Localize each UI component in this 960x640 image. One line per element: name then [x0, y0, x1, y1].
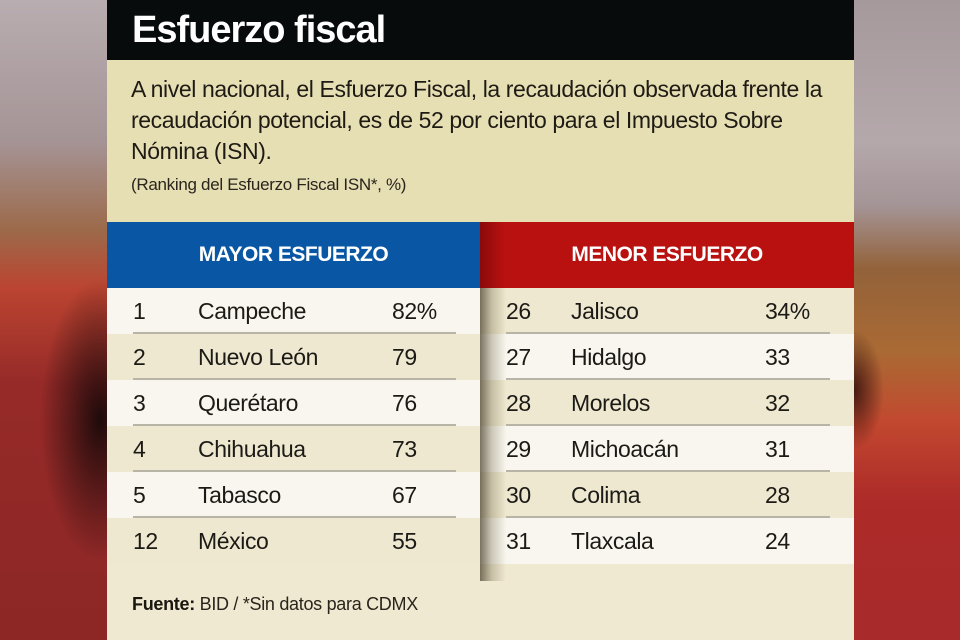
source-label: Fuente:	[132, 594, 195, 614]
source-note: Fuente: BID / *Sin datos para CDMX	[132, 594, 418, 615]
table-row: 5 Tabasco 67	[107, 472, 480, 518]
value: 33	[765, 343, 790, 370]
state-name: Tabasco	[198, 481, 281, 508]
menor-esfuerzo-table: MENOR ESFUERZO 26 Jalisco 34% 27 Hidalgo…	[480, 222, 854, 581]
value: 73	[392, 435, 417, 462]
state-name: Nuevo León	[198, 343, 319, 370]
rank: 1	[133, 297, 146, 324]
table-row: 31 Tlaxcala 24	[480, 518, 854, 564]
state-name: México	[198, 527, 269, 554]
table-row: 30 Colima 28	[480, 472, 854, 518]
intro-text: A nivel nacional, el Esfuerzo Fiscal, la…	[131, 76, 822, 164]
rank: 31	[506, 527, 531, 554]
mayor-rows: 1 Campeche 82% 2 Nuevo León 79 3 Queréta…	[107, 288, 480, 564]
title-bar: Esfuerzo fiscal	[107, 0, 854, 60]
state-name: Hidalgo	[571, 343, 647, 370]
state-name: Tlaxcala	[571, 527, 654, 554]
rank: 28	[506, 389, 531, 416]
value: 76	[392, 389, 417, 416]
value: 28	[765, 481, 790, 508]
table-row: 29 Michoacán 31	[480, 426, 854, 472]
menor-rows: 26 Jalisco 34% 27 Hidalgo 33 28 Morelos …	[480, 288, 854, 581]
background-photo-left	[0, 0, 107, 640]
table-row: 28 Morelos 32	[480, 380, 854, 426]
rank: 29	[506, 435, 531, 462]
menor-esfuerzo-header: MENOR ESFUERZO	[480, 222, 854, 288]
table-row: 2 Nuevo León 79	[107, 334, 480, 380]
table-row: 12 México 55	[107, 518, 480, 564]
rank: 3	[133, 389, 146, 416]
state-name: Chihuahua	[198, 435, 306, 462]
value: 82%	[392, 297, 437, 324]
value: 67	[392, 481, 417, 508]
table-row: 27 Hidalgo 33	[480, 334, 854, 380]
table-row: 26 Jalisco 34%	[480, 288, 854, 334]
infographic-panel: Esfuerzo fiscal A nivel nacional, el Esf…	[107, 0, 854, 640]
state-name: Jalisco	[571, 297, 639, 324]
value: 55	[392, 527, 417, 554]
value: 34%	[765, 297, 810, 324]
state-name: Morelos	[571, 389, 651, 416]
source-text: BID / *Sin datos para CDMX	[194, 594, 419, 614]
mayor-esfuerzo-table: MAYOR ESFUERZO 1 Campeche 82% 2 Nuevo Le…	[107, 222, 480, 564]
value: 32	[765, 389, 790, 416]
infographic-title: Esfuerzo fiscal	[132, 9, 386, 51]
rank: 5	[133, 481, 146, 508]
intro-box: A nivel nacional, el Esfuerzo Fiscal, la…	[107, 60, 854, 222]
state-name: Querétaro	[198, 389, 298, 416]
table-row: 4 Chihuahua 73	[107, 426, 480, 472]
rank: 27	[506, 343, 531, 370]
rank: 26	[506, 297, 531, 324]
value: 31	[765, 435, 790, 462]
rank: 2	[133, 343, 146, 370]
value: 79	[392, 343, 417, 370]
table-row: 3 Querétaro 76	[107, 380, 480, 426]
ranking-subtitle: (Ranking del Esfuerzo Fiscal ISN*, %)	[131, 175, 407, 194]
rank: 12	[133, 527, 158, 554]
value: 24	[765, 527, 790, 554]
background-photo-right	[854, 0, 960, 640]
state-name: Colima	[571, 481, 641, 508]
table-row: 1 Campeche 82%	[107, 288, 480, 334]
state-name: Michoacán	[571, 435, 679, 462]
rank: 30	[506, 481, 531, 508]
mayor-esfuerzo-header: MAYOR ESFUERZO	[107, 222, 480, 288]
state-name: Campeche	[198, 297, 307, 324]
rank: 4	[133, 435, 146, 462]
